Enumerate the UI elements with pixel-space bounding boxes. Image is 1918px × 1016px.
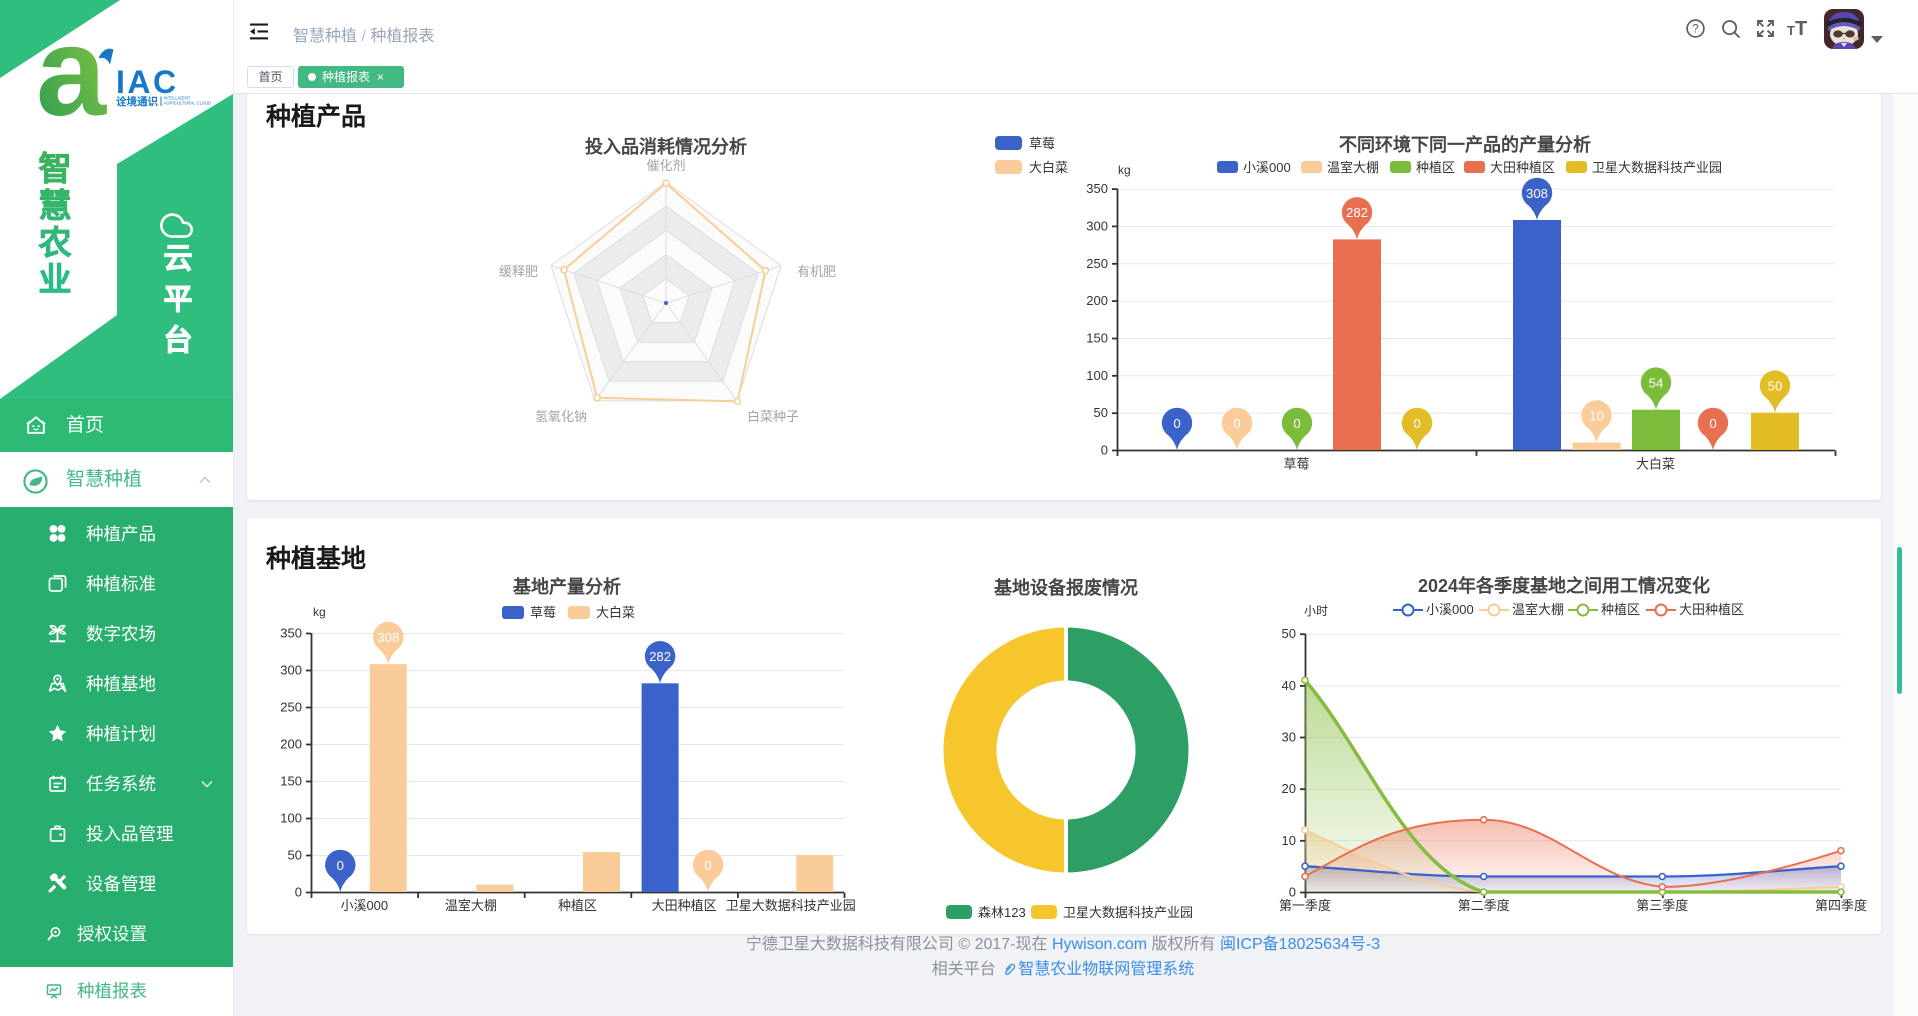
- svg-text:a: a: [36, 1, 107, 142]
- svg-text:大白菜: 大白菜: [1636, 457, 1675, 472]
- svg-text:温室大棚: 温室大棚: [1512, 602, 1564, 617]
- svg-text:慧: 慧: [39, 187, 72, 224]
- svg-text:云: 云: [163, 243, 192, 275]
- svg-text:kg: kg: [313, 605, 326, 619]
- svg-text:50: 50: [288, 848, 302, 863]
- svg-text:基地设备报废情况: 基地设备报废情况: [993, 577, 1138, 598]
- svg-text:0: 0: [1289, 885, 1296, 900]
- svg-text:50: 50: [1094, 405, 1108, 420]
- svg-text:308: 308: [377, 630, 399, 645]
- svg-text:0: 0: [295, 885, 302, 900]
- svg-text:业: 业: [39, 261, 72, 298]
- svg-text:AGRICULTURAL CLOUD: AGRICULTURAL CLOUD: [164, 101, 212, 106]
- svg-text:kg: kg: [1118, 163, 1131, 177]
- svg-text:0: 0: [1709, 416, 1716, 431]
- svg-text:投入品消耗情况分析: 投入品消耗情况分析: [585, 136, 747, 157]
- svg-text:30: 30: [1282, 730, 1296, 745]
- svg-text:草莓: 草莓: [1029, 136, 1055, 151]
- svg-text:50: 50: [1768, 379, 1783, 394]
- svg-text:种植区: 种植区: [1601, 602, 1640, 617]
- svg-text:282: 282: [1346, 205, 1368, 220]
- svg-text:250: 250: [1086, 256, 1108, 271]
- svg-text:第三季度: 第三季度: [1636, 898, 1688, 913]
- svg-text:0: 0: [1293, 416, 1300, 431]
- svg-text:10: 10: [1282, 833, 1296, 848]
- svg-text:卫星大数据科技产业园: 卫星大数据科技产业园: [1063, 905, 1193, 920]
- svg-text:有机肥: 有机肥: [797, 264, 836, 279]
- svg-text:台: 台: [163, 323, 192, 357]
- svg-text:大田种植区: 大田种植区: [1490, 160, 1555, 175]
- svg-text:基地产量分析: 基地产量分析: [512, 576, 621, 597]
- svg-text:大白菜: 大白菜: [1029, 160, 1068, 175]
- svg-text:草莓: 草莓: [530, 605, 556, 620]
- svg-text:缓释肥: 缓释肥: [499, 264, 538, 279]
- svg-text:308: 308: [1526, 186, 1548, 201]
- svg-text:200: 200: [1086, 293, 1108, 308]
- svg-text:种植区: 种植区: [558, 898, 597, 913]
- svg-text:0: 0: [1233, 416, 1240, 431]
- svg-text:300: 300: [1086, 218, 1108, 233]
- svg-text:种植区: 种植区: [1416, 160, 1455, 175]
- svg-text:350: 350: [1086, 181, 1108, 196]
- svg-text:第四季度: 第四季度: [1815, 898, 1867, 913]
- svg-text:卫星大数据科技产业园: 卫星大数据科技产业园: [726, 898, 856, 913]
- svg-text:10: 10: [1589, 408, 1604, 423]
- svg-text:150: 150: [1086, 331, 1108, 346]
- svg-text:第二季度: 第二季度: [1458, 898, 1510, 913]
- svg-text:20: 20: [1282, 781, 1296, 796]
- svg-text:282: 282: [649, 649, 671, 664]
- svg-text:0: 0: [337, 858, 344, 873]
- svg-text:100: 100: [1086, 368, 1108, 383]
- svg-text:卫星大数据科技产业园: 卫星大数据科技产业园: [1592, 160, 1722, 175]
- svg-text:森林123: 森林123: [978, 905, 1026, 920]
- svg-text:大白菜: 大白菜: [596, 605, 635, 620]
- svg-text:INTELLIGENT: INTELLIGENT: [164, 96, 191, 101]
- svg-text:诠境通识: 诠境通识: [116, 95, 158, 108]
- svg-text:0: 0: [704, 858, 711, 873]
- svg-text:200: 200: [280, 737, 302, 752]
- svg-text:白菜种子: 白菜种子: [747, 409, 799, 424]
- svg-text:大田种植区: 大田种植区: [652, 898, 717, 913]
- svg-text:氢氧化钠: 氢氧化钠: [535, 409, 587, 424]
- svg-text:0: 0: [1413, 416, 1420, 431]
- svg-text:0: 0: [1101, 443, 1108, 458]
- svg-text:50: 50: [1282, 626, 1296, 641]
- svg-text:小溪000: 小溪000: [340, 898, 388, 913]
- svg-text:温室大棚: 温室大棚: [445, 898, 497, 913]
- svg-text:不同环境下同一产品的产量分析: 不同环境下同一产品的产量分析: [1339, 134, 1591, 155]
- svg-text:农: 农: [39, 224, 72, 261]
- svg-text:?: ?: [1692, 24, 1698, 36]
- svg-text:IAC: IAC: [116, 64, 179, 100]
- svg-text:催化剂: 催化剂: [646, 158, 685, 173]
- svg-text:小溪000: 小溪000: [1426, 602, 1474, 617]
- svg-text:小溪000: 小溪000: [1243, 160, 1291, 175]
- svg-text:300: 300: [280, 663, 302, 678]
- svg-text:大田种植区: 大田种植区: [1679, 602, 1744, 617]
- svg-text:54: 54: [1649, 376, 1664, 391]
- svg-text:2024年各季度基地之间用工情况变化: 2024年各季度基地之间用工情况变化: [1418, 575, 1710, 596]
- svg-text:第一季度: 第一季度: [1279, 898, 1331, 913]
- svg-text:小时: 小时: [1304, 604, 1328, 618]
- svg-text:温室大棚: 温室大棚: [1327, 160, 1379, 175]
- svg-text:350: 350: [280, 626, 302, 641]
- svg-text:智: 智: [39, 150, 72, 187]
- svg-text:0: 0: [1173, 416, 1180, 431]
- svg-text:100: 100: [280, 811, 302, 826]
- svg-text:250: 250: [280, 700, 302, 715]
- svg-text:平: 平: [163, 284, 192, 316]
- svg-text:150: 150: [280, 774, 302, 789]
- svg-text:40: 40: [1282, 678, 1296, 693]
- svg-text:草莓: 草莓: [1283, 457, 1309, 472]
